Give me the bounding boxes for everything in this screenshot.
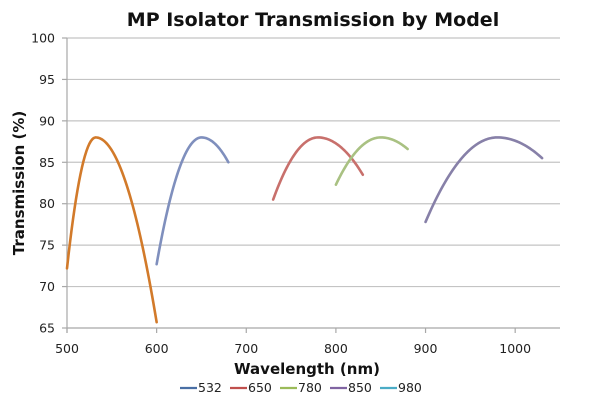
series-line-650 — [155, 136, 230, 266]
x-tick-label: 600 — [145, 341, 169, 356]
y-tick-label: 70 — [39, 279, 55, 294]
y-tick-label: 95 — [39, 72, 55, 87]
y-tick-label: 75 — [39, 238, 55, 253]
chart-title: MP Isolator Transmission by Model — [127, 9, 499, 31]
x-tick-label: 800 — [324, 341, 348, 356]
y-axis-title: Transmission (%) — [10, 111, 28, 255]
legend-label-650: 650 — [248, 380, 272, 395]
y-tick-label: 65 — [39, 321, 55, 336]
y-tick-label: 90 — [39, 113, 55, 128]
axes: 65 70 75 80 85 90 95 100 500 600 700 800 900 1000 — [31, 31, 560, 356]
y-tick-label: 85 — [39, 155, 55, 170]
y-tick-label: 80 — [39, 196, 55, 211]
legend-label-980: 980 — [398, 380, 422, 395]
series-line-850 — [334, 136, 409, 186]
legend-label-532: 532 — [198, 380, 222, 395]
x-tick-label: 1000 — [499, 341, 531, 356]
series-curves — [65, 136, 544, 324]
y-tick-label: 100 — [31, 31, 55, 46]
series-line-532 — [65, 136, 158, 324]
legend: 532 650 780 850 980 — [180, 380, 422, 395]
series-line-980 — [424, 136, 544, 224]
series-line-780 — [271, 136, 365, 201]
x-axis-title: Wavelength (nm) — [234, 360, 380, 378]
legend-label-780: 780 — [298, 380, 322, 395]
gridlines — [67, 37, 560, 288]
x-tick-label: 900 — [414, 341, 438, 356]
x-tick-label: 500 — [55, 341, 79, 356]
x-tick-label: 700 — [234, 341, 258, 356]
legend-label-850: 850 — [348, 380, 372, 395]
